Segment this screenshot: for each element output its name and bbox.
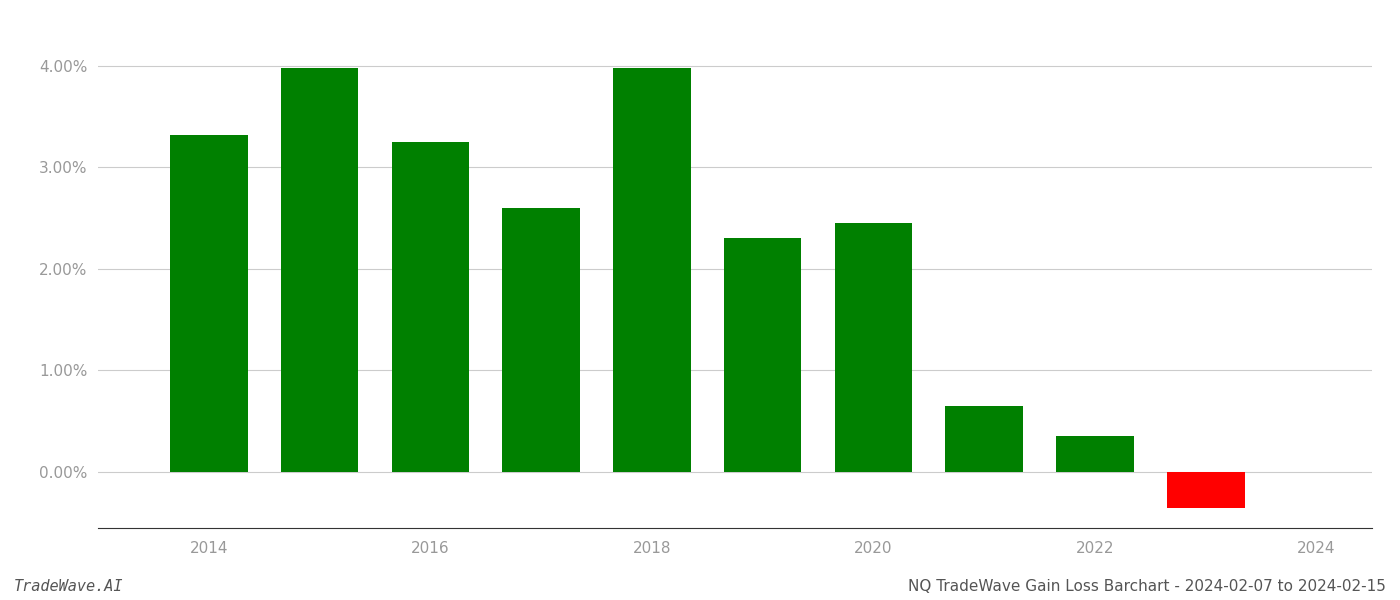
Bar — [169, 134, 248, 472]
Bar — [724, 238, 801, 472]
Bar — [392, 142, 469, 472]
Bar — [281, 68, 358, 472]
Bar — [503, 208, 580, 472]
Bar — [1168, 472, 1245, 508]
Bar — [945, 406, 1023, 472]
Text: NQ TradeWave Gain Loss Barchart - 2024-02-07 to 2024-02-15: NQ TradeWave Gain Loss Barchart - 2024-0… — [909, 579, 1386, 594]
Text: TradeWave.AI: TradeWave.AI — [14, 579, 123, 594]
Bar — [834, 223, 913, 472]
Bar — [1056, 436, 1134, 472]
Bar — [613, 68, 690, 472]
